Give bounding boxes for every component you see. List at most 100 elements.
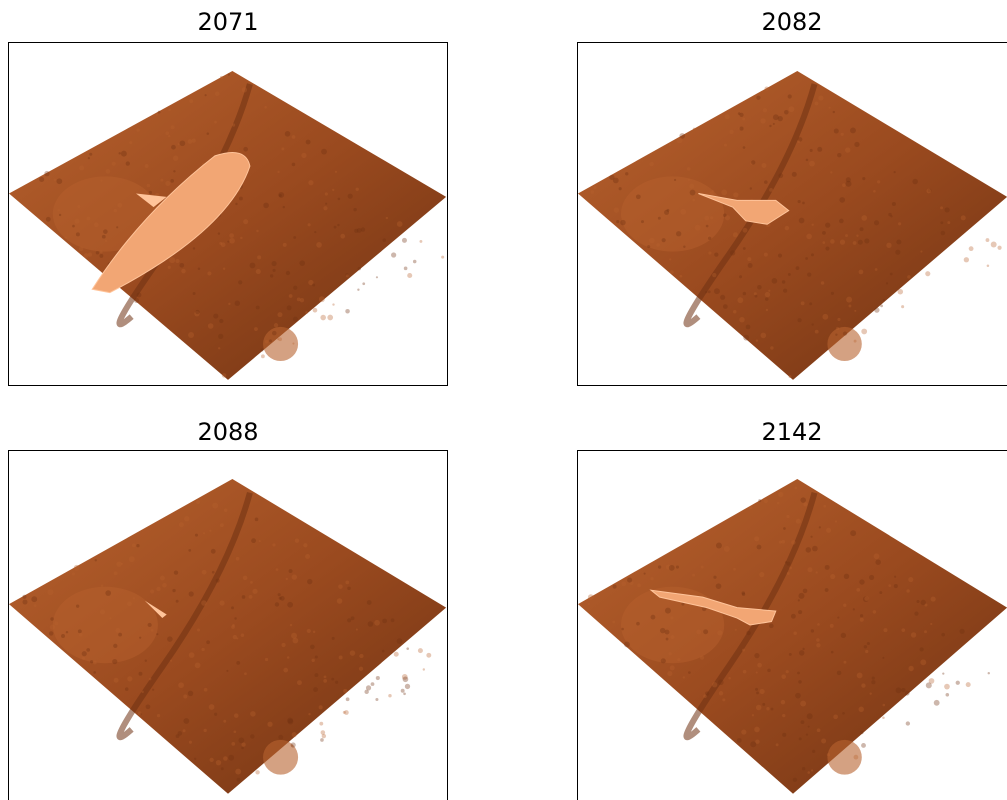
texture-dot — [761, 162, 767, 168]
texture-dot — [807, 272, 812, 277]
texture-dot — [850, 127, 856, 134]
texture-dot — [235, 556, 240, 561]
texture-dot — [912, 178, 918, 185]
texture-dot — [264, 657, 269, 662]
texture-dot — [704, 215, 710, 221]
texture-dot — [197, 267, 201, 271]
texture-dot — [400, 688, 405, 693]
texture-dot — [396, 221, 403, 227]
texture-dot — [665, 564, 672, 570]
texture-dot — [323, 675, 327, 679]
texture-dot — [345, 274, 349, 278]
texture-dot — [862, 596, 869, 603]
texture-dot — [345, 580, 350, 585]
texture-dot — [621, 581, 627, 587]
texture-dot — [306, 628, 311, 634]
texture-dot — [741, 729, 747, 735]
texture-dot — [221, 373, 227, 378]
texture-dot — [862, 177, 866, 181]
texture-dot — [820, 281, 825, 285]
texture-dot — [156, 713, 161, 718]
texture-dot — [826, 753, 831, 757]
texture-dot — [277, 338, 280, 341]
texture-dot — [797, 599, 800, 602]
texture-dot — [854, 309, 857, 312]
texture-dot — [778, 173, 784, 179]
texture-dot — [307, 578, 313, 585]
texture-dot — [864, 238, 870, 244]
texture-dot — [231, 606, 234, 610]
panel-title: 2082 — [761, 8, 823, 36]
texture-dot — [116, 561, 122, 567]
texture-dot — [406, 647, 410, 650]
texture-dot — [940, 230, 946, 236]
texture-dot — [167, 636, 173, 642]
texture-dot — [299, 260, 306, 266]
texture-dot — [807, 567, 813, 573]
texture-dot — [747, 263, 753, 268]
texture-dot — [837, 317, 841, 322]
texture-dot — [805, 158, 809, 162]
texture-dot — [202, 532, 206, 535]
texture-dot — [292, 316, 298, 322]
texture-dot — [258, 540, 261, 543]
texture-dot — [893, 584, 898, 589]
texture-dot — [771, 278, 778, 284]
texture-dot — [839, 218, 844, 224]
texture-dot — [187, 139, 193, 144]
texture-dot — [57, 208, 61, 212]
texture-dot — [72, 224, 75, 228]
texture-dot — [864, 596, 869, 601]
texture-dot — [941, 632, 945, 637]
texture-dot — [856, 588, 861, 592]
texture-dot — [113, 677, 119, 683]
texture-dot — [146, 183, 151, 188]
texture-dot — [150, 628, 154, 632]
texture-dot — [318, 296, 325, 303]
texture-dot — [818, 95, 824, 101]
texture-dot — [325, 202, 328, 205]
texture-dot — [728, 676, 731, 680]
texture-dot — [805, 547, 812, 553]
texture-dot — [882, 656, 885, 659]
texture-dot — [277, 170, 280, 174]
texture-dot — [78, 633, 83, 637]
texture-dot — [219, 318, 224, 324]
texture-dot — [798, 610, 803, 615]
texture-dot — [825, 246, 830, 251]
texture-dot — [920, 250, 923, 253]
texture-dot — [930, 622, 933, 626]
texture-dot — [250, 734, 255, 739]
texture-dot — [612, 620, 616, 624]
texture-dot — [750, 162, 753, 165]
texture-dot — [118, 152, 121, 155]
texture-dot — [940, 221, 944, 225]
texture-dot — [401, 674, 408, 680]
texture-dot — [806, 233, 812, 240]
texture-dot — [802, 767, 806, 771]
texture-dot — [668, 143, 671, 146]
texture-dot — [288, 294, 293, 298]
texture-dot — [168, 108, 171, 112]
texture-dot — [733, 310, 737, 314]
texture-dot — [305, 311, 308, 314]
texture-dot — [390, 618, 395, 623]
texture-dot — [132, 597, 136, 600]
texture-dot — [669, 665, 675, 671]
texture-dot — [323, 679, 328, 683]
texture-dot — [877, 180, 881, 184]
texture-dot — [49, 624, 56, 630]
texture-dot — [31, 596, 38, 603]
texture-dot — [715, 542, 722, 549]
texture-dot — [762, 108, 768, 113]
texture-dot — [794, 486, 798, 490]
texture-dot — [828, 106, 831, 109]
texture-dot — [171, 144, 176, 150]
texture-dot — [710, 216, 714, 220]
texture-dot — [882, 716, 885, 720]
texture-dot — [265, 340, 269, 344]
texture-dot — [194, 662, 201, 669]
texture-dot — [320, 314, 326, 321]
texture-dot — [830, 650, 834, 654]
texture-dot — [87, 156, 90, 160]
